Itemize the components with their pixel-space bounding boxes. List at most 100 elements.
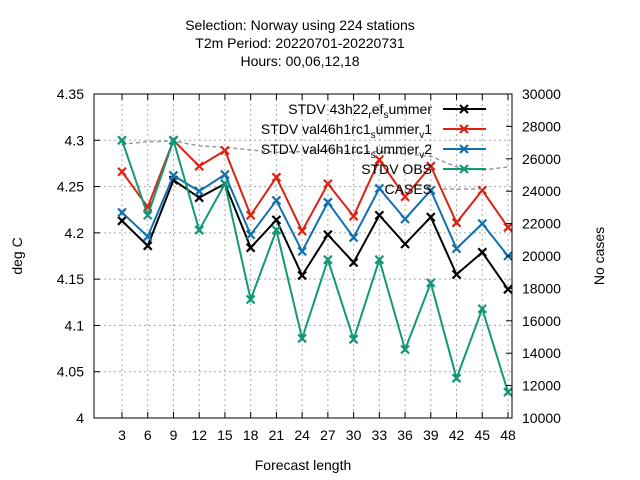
data-point	[117, 216, 127, 226]
data-point	[459, 124, 469, 134]
chart-title: Selection: Norway using 224 stations T2m …	[185, 17, 415, 69]
y2-tick-label: 14000	[522, 345, 561, 361]
data-point	[194, 161, 204, 171]
data-point	[451, 243, 462, 254]
data-point	[451, 373, 462, 383]
data-point	[374, 183, 385, 194]
y-tick-label: 4.1	[65, 317, 85, 333]
data-point	[477, 247, 488, 258]
data-point	[142, 241, 153, 251]
data-point	[297, 246, 307, 257]
x-tick-label: 45	[474, 427, 490, 443]
data-point	[400, 214, 410, 224]
title-line: Selection: Norway using 224 stations	[185, 17, 415, 33]
data-point	[374, 154, 385, 165]
data-point	[477, 185, 488, 196]
data-point	[459, 104, 469, 114]
series-line	[121, 136, 509, 393]
data-point	[271, 195, 282, 206]
x-tick-label: 30	[346, 427, 362, 443]
data-point	[348, 257, 359, 268]
data-point	[271, 215, 282, 225]
data-point	[194, 186, 204, 196]
y2-tick-label: 24000	[522, 183, 561, 199]
data-point	[168, 170, 179, 181]
data-point	[451, 217, 462, 228]
data-point	[271, 172, 282, 183]
title-line: Hours: 00,06,12,18	[240, 53, 359, 69]
y-tick-label: 4.25	[57, 179, 84, 195]
data-point	[348, 334, 359, 345]
y-axis-label: deg C	[9, 237, 25, 274]
x-tick-label: 21	[269, 427, 285, 443]
x-tick-label: 3	[118, 427, 126, 443]
title-line: T2m Period: 20220701-20220731	[195, 35, 405, 51]
x-tick-label: 48	[500, 427, 516, 443]
legend-label: STDV OBS	[361, 161, 432, 177]
data-point	[459, 144, 469, 154]
data-point	[323, 197, 333, 208]
series-line	[121, 140, 509, 171]
x-tick-label: 18	[243, 427, 259, 443]
data-point	[142, 210, 153, 221]
x-tick-label: 33	[372, 427, 388, 443]
data-point	[168, 135, 179, 146]
y2-tick-label: 10000	[522, 410, 561, 426]
data-point	[459, 164, 469, 174]
y2-axis-label: No cases	[591, 227, 607, 285]
data-point	[503, 387, 513, 397]
data-point	[374, 210, 385, 221]
data-point	[220, 169, 230, 180]
series-layer	[117, 135, 513, 397]
data-point	[400, 191, 410, 202]
data-point	[245, 242, 256, 253]
data-point	[297, 333, 307, 344]
legend-label: STDV val46h1rc1summerv2	[261, 141, 432, 161]
data-point	[323, 229, 333, 240]
data-point	[245, 229, 256, 240]
data-point	[271, 225, 282, 235]
y-tick-label: 4.35	[57, 86, 84, 102]
y2-tick-label: 12000	[522, 378, 561, 394]
data-point	[297, 270, 307, 281]
data-point	[220, 179, 230, 189]
data-point	[477, 218, 488, 229]
x-tick-label: 6	[144, 427, 152, 443]
data-point	[426, 212, 436, 222]
y2-tick-label: 30000	[522, 86, 561, 102]
data-point	[117, 166, 127, 177]
x-tick-label: 27	[320, 427, 336, 443]
data-point	[245, 210, 256, 221]
series-stdv-43h22-ref-summer	[117, 175, 513, 295]
data-point	[297, 226, 307, 236]
y-tick-label: 4.3	[65, 132, 85, 148]
legend-label: STDV 43h22refsummer	[288, 101, 432, 121]
y2-tick-label: 22000	[522, 216, 561, 232]
x-tick-label: 39	[423, 427, 439, 443]
x-tick-label: 42	[449, 427, 465, 443]
x-tick-label: 36	[397, 427, 413, 443]
data-point	[142, 231, 153, 242]
axis-ticks: 3 6 9 12 15 18 21 24 27 30 33 36 39 42 45 4844.054.14.1…	[57, 86, 561, 443]
data-point	[503, 222, 513, 233]
series-line	[121, 138, 509, 234]
data-point	[426, 185, 436, 196]
data-point	[426, 161, 436, 171]
series-cases	[121, 140, 509, 171]
data-point	[348, 211, 359, 221]
y-tick-label: 4.05	[57, 364, 84, 380]
data-point	[323, 179, 333, 189]
y-tick-label: 4.2	[65, 225, 85, 241]
y2-tick-label: 20000	[522, 248, 561, 264]
data-point	[400, 344, 410, 355]
data-point	[117, 207, 127, 218]
y2-tick-label: 16000	[522, 313, 561, 329]
data-point	[451, 269, 462, 280]
data-point	[400, 239, 410, 249]
x-axis-label: Forecast length	[255, 457, 352, 473]
data-point	[220, 145, 230, 156]
data-point	[323, 254, 333, 265]
legend-label: STDV val46h1rc1summerv1	[261, 121, 432, 141]
data-point	[245, 294, 256, 305]
